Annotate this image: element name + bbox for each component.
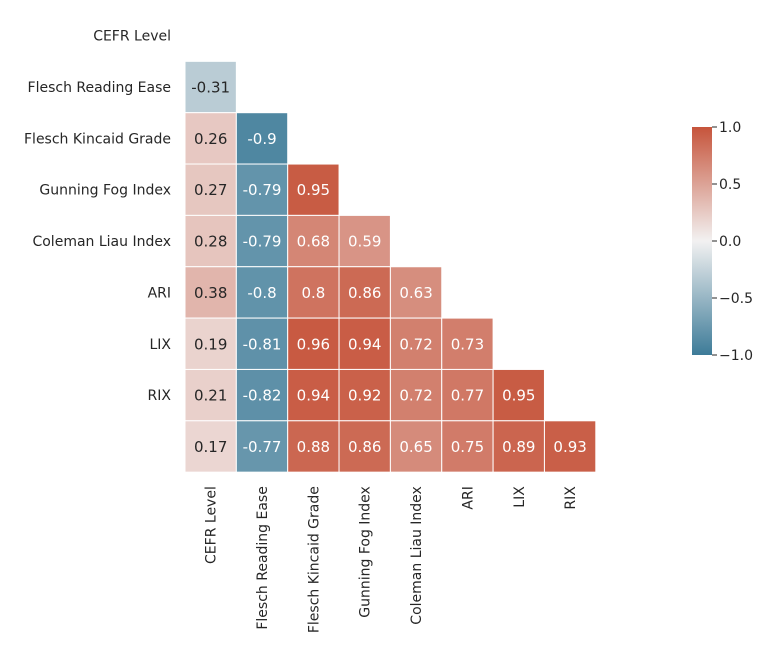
heatmap-cell [338,266,391,319]
cell-value-label: 0.27 [194,181,227,199]
column-label: LIX [512,486,528,508]
cell-value-label: 0.19 [194,335,227,353]
heatmap-cell [235,266,289,319]
row-label: CEFR Level [93,29,171,45]
cell-value-label: 0.92 [348,387,381,405]
cell-value-label: -0.31 [191,79,230,97]
cell-value-label: -0.9 [247,130,276,148]
heatmap-cell [287,317,340,370]
colorbar-tick-label: 1.0 [719,120,741,136]
heatmap-cell [287,420,340,473]
column-label: Coleman Liau Index [409,486,425,625]
row-label: Flesch Reading Ease [28,80,171,96]
cell-value-label: 0.65 [399,438,432,456]
colorbar-tick-label: 0.5 [719,177,741,193]
cell-value-label: -0.82 [243,387,282,405]
row-labels: CEFR Level Flesch Reading Ease Flesch Kinc… [24,29,171,404]
colorbar-tick-label: −1.0 [719,348,753,364]
heatmap-cell [184,60,237,114]
row-label: Coleman Liau Index [32,234,171,250]
cell-value-label: 0.59 [348,233,381,251]
row-label: Gunning Fog Index [39,183,171,199]
heatmap-cell [389,317,443,370]
heatmap-cell [338,214,391,268]
row-label: ARI [148,285,171,301]
column-label: ARI [460,486,476,509]
cell-value-label: -0.8 [247,284,276,302]
cell-value-label: 0.38 [194,284,227,302]
heatmap-cell [235,368,289,422]
heatmap-cell [184,112,237,165]
heatmap-cell [441,317,494,370]
column-labels: CEFR Level Flesch Reading Ease Flesch Kinc… [204,486,579,633]
cell-value-label: 0.77 [451,387,484,405]
cell-value-label: 0.94 [297,387,330,405]
heatmap-cell [235,317,289,370]
colorbar-gradient [692,127,712,355]
cell-value-label: 0.94 [348,335,381,353]
column-label: Gunning Fog Index [358,486,374,618]
row-label: Flesch Kincaid Grade [24,131,171,147]
cell-value-label: 0.88 [297,438,330,456]
column-label: RIX [563,486,579,510]
column-label: Flesch Reading Ease [255,486,271,629]
colorbar-ticks: 1.0 0.5 0.0 −0.5 −1.0 [712,120,753,364]
cell-value-label: -0.79 [243,181,282,199]
cell-value-label: 0.68 [297,233,330,251]
heatmap-cell [338,368,391,422]
heatmap-cell [441,420,494,473]
heatmap-cell [338,317,391,370]
colorbar-tick-label: 0.0 [719,234,741,250]
cell-value-label: 0.26 [194,130,227,148]
cell-value-label: 0.96 [297,335,330,353]
heatmap-cells [184,60,597,473]
cell-value-label: 0.86 [348,438,381,456]
cell-value-label: 0.72 [399,387,432,405]
cell-value-label: 0.89 [502,438,535,456]
heatmap-cell [492,368,545,422]
cell-value-label: 0.75 [451,438,484,456]
cell-value-label: 0.8 [301,284,325,302]
row-label: LIX [149,337,171,353]
cell-value-label: -0.79 [243,233,282,251]
colorbar-tick-label: −0.5 [719,291,753,307]
heatmap-cell [543,420,597,473]
cell-value-label: 0.63 [399,284,432,302]
cell-value-label: 0.73 [451,335,484,353]
column-label: Flesch Kincaid Grade [306,486,322,633]
cell-value-label: 0.86 [348,284,381,302]
cell-value-label: 0.28 [194,233,227,251]
heatmap-cell-labels: -0.31 0.26 -0.9 0.27 -0.79 0.95 0.28 -0.79 0.68 0… [191,79,587,456]
heatmap-cell [184,368,237,422]
cell-value-label: 0.93 [553,438,586,456]
heatmap-cell [184,317,237,370]
column-label: CEFR Level [204,486,220,564]
cell-value-label: 0.95 [297,181,330,199]
heatmap-cell [441,368,494,422]
heatmap-cell [184,420,237,473]
cell-value-label: 0.21 [194,387,227,405]
heatmap-cell [492,420,545,473]
cell-value-label: -0.77 [243,438,282,456]
row-label: RIX [148,388,172,404]
cell-value-label: 0.72 [399,335,432,353]
heatmap-cell [235,214,289,268]
cell-value-label: 0.17 [194,438,227,456]
colorbar: 1.0 0.5 0.0 −0.5 −1.0 [692,120,753,364]
heatmap-cell [287,163,340,216]
heatmap-cell [235,112,289,165]
cell-value-label: 0.95 [502,387,535,405]
cell-value-label: -0.81 [243,335,282,353]
